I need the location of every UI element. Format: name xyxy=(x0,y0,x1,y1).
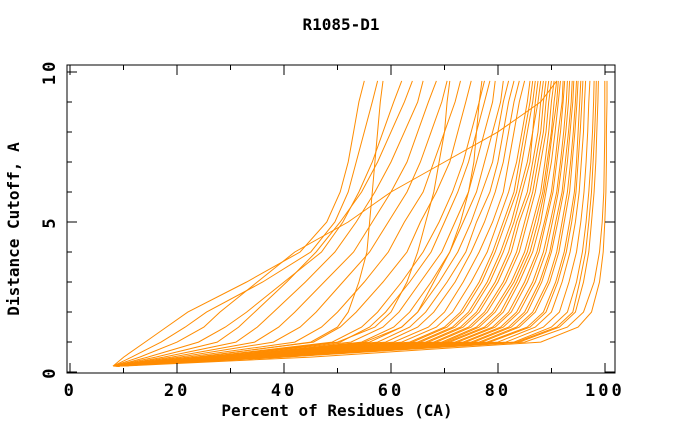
series-line xyxy=(116,80,520,367)
series-line xyxy=(112,80,558,367)
series-line xyxy=(112,80,379,367)
series-line xyxy=(118,80,584,367)
series-line xyxy=(116,80,496,367)
tick-labels-group: 0 20 40 60 80 100 0 5 10 xyxy=(40,59,625,401)
series-line xyxy=(116,80,510,367)
x-axis-label: Percent of Residues (CA) xyxy=(221,401,452,420)
y-axis-label: Distance Cutoff, A xyxy=(4,142,23,316)
x-tick-label: 100 xyxy=(585,381,625,401)
series-line xyxy=(113,80,413,367)
series-line xyxy=(115,80,448,367)
series-line xyxy=(115,80,472,367)
series-line xyxy=(117,80,547,367)
series-line xyxy=(115,80,384,367)
series-line xyxy=(118,80,587,367)
series-line xyxy=(112,80,365,367)
axes-group xyxy=(66,64,616,374)
series-line xyxy=(114,80,437,367)
series-line xyxy=(118,80,591,367)
series-line xyxy=(115,80,485,367)
series-line xyxy=(117,80,544,367)
series-line xyxy=(116,80,531,367)
y-tick-label: 10 xyxy=(40,59,60,85)
series-line xyxy=(113,80,403,367)
x-tick-label: 0 xyxy=(64,381,77,401)
series-line xyxy=(116,80,504,367)
series-line xyxy=(114,80,424,367)
series-line xyxy=(118,80,582,367)
y-tick-label: 0 xyxy=(40,365,60,378)
series-line xyxy=(115,80,491,367)
series-line xyxy=(116,80,515,367)
x-tick-label: 20 xyxy=(164,381,190,401)
x-tick-label: 60 xyxy=(378,381,404,401)
series-line xyxy=(120,80,608,367)
x-tick-label: 80 xyxy=(485,381,511,401)
y-tick-label: 5 xyxy=(40,215,60,228)
plot-frame xyxy=(66,64,616,374)
x-tick-label: 40 xyxy=(271,381,297,401)
series-line xyxy=(116,80,526,367)
series-line xyxy=(115,80,461,367)
series-line xyxy=(118,80,606,367)
chart-title: R1085-D1 xyxy=(302,15,379,34)
series-group xyxy=(112,80,608,367)
series-line xyxy=(118,80,568,367)
